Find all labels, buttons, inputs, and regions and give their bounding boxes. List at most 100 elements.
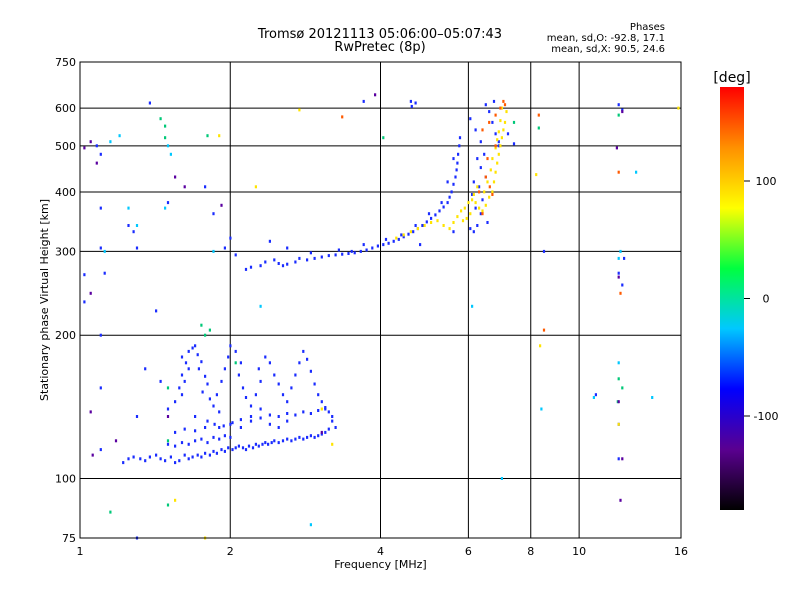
data-point [320,432,323,436]
data-point [309,251,312,255]
data-point [234,253,237,257]
data-point [454,175,457,179]
data-point [491,157,494,161]
data-point [410,104,413,108]
data-point [306,357,309,361]
data-point [619,498,622,502]
data-point [127,457,130,461]
data-point [286,419,289,423]
data-point [327,427,330,431]
data-point [234,361,237,365]
data-point [414,101,417,105]
data-point [290,439,293,443]
data-point [212,435,215,439]
data-point [223,434,226,438]
data-point [294,260,297,264]
data-point [229,435,232,439]
data-point [132,230,135,234]
colorbar-unit-label: [deg] [713,70,750,86]
x-tick-label: 16 [674,545,688,558]
data-point [409,99,412,103]
data-point [99,448,102,452]
data-point [166,442,170,446]
data-point [502,128,505,132]
data-point [488,195,491,199]
data-point [139,457,142,461]
data-point [159,379,162,383]
data-point [456,161,459,165]
data-point [166,144,170,148]
data-point [273,258,276,262]
data-point [178,459,181,463]
data-point [206,419,209,423]
data-point [306,258,309,262]
data-point [148,101,151,105]
data-point [244,267,248,271]
y-tick-label: 600 [55,102,76,115]
data-point [174,461,177,465]
data-point [290,386,293,390]
data-point [83,273,86,277]
data-point [200,323,203,327]
data-point [212,449,215,453]
data-point [183,185,186,189]
data-point [89,140,92,144]
data-point [99,386,102,390]
chart-title: Tromsø 20121113 05:06:00–05:07:43 [257,27,503,42]
data-point [434,213,437,217]
data-point [458,144,461,148]
data-point [499,144,502,148]
data-point [249,415,253,418]
data-point [489,168,492,172]
data-point [496,161,499,165]
data-point [249,265,253,269]
data-point [208,328,211,332]
data-point [204,185,207,189]
data-point [384,237,388,241]
x-axis-ticks: 1 2 4 6 8 10 16 [77,545,689,558]
data-point [277,262,280,265]
data-point [183,379,186,383]
data-point [478,206,481,210]
data-point [180,441,184,445]
data-point [144,367,147,371]
data-point [174,498,177,502]
data-point [442,224,445,227]
data-point [187,349,190,353]
data-point [492,99,496,103]
data-point [677,106,680,110]
data-point [505,110,508,114]
data-point [277,426,280,429]
data-point [218,437,221,441]
data-point [438,209,441,213]
data-point [496,138,499,142]
data-point [191,346,194,350]
data-point [294,437,297,441]
data-point [302,437,305,441]
data-point [212,249,215,253]
data-point [392,239,395,243]
data-point [320,255,323,259]
data-point [239,418,242,422]
data-point [458,136,462,140]
data-point [387,241,390,245]
data-point [239,426,242,429]
data-point [452,221,455,224]
data-point [264,355,267,359]
data-point [257,444,260,448]
data-point [467,201,470,205]
data-point [264,260,267,264]
data-point [118,134,121,138]
data-point [273,439,276,443]
data-point [362,243,365,247]
data-point [486,157,489,161]
data-point [374,93,377,97]
data-point [506,132,510,136]
data-point [382,243,385,247]
data-point [474,201,477,205]
data-point [324,407,327,411]
data-point [483,190,486,194]
data-point [83,300,86,304]
data-point [206,382,209,386]
data-point [471,193,474,196]
